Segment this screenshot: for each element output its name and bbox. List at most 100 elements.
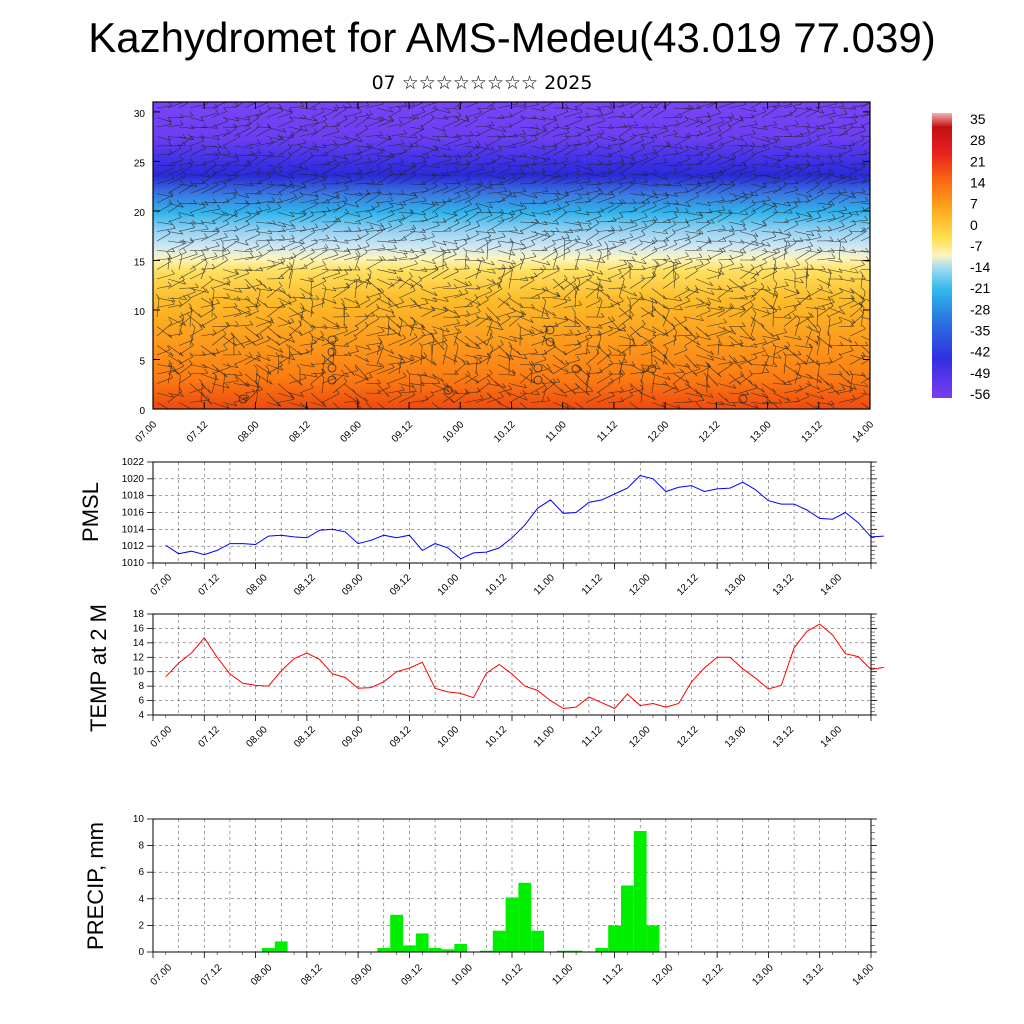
wind-barb <box>189 387 206 394</box>
wind-barb-flag <box>213 198 217 203</box>
wind-barb <box>761 356 770 375</box>
wind-barb-flag <box>291 238 296 243</box>
wind-barb <box>541 198 560 204</box>
wind-barb-flag <box>335 191 340 196</box>
wind-barb-flag <box>600 129 605 134</box>
wind-barb-flag <box>226 321 231 327</box>
wind-barb <box>354 114 373 118</box>
wind-barb <box>420 354 437 366</box>
wind-barb-flag <box>590 169 594 174</box>
wind-barb-flag <box>258 206 262 212</box>
wind-barb-flag <box>725 398 729 403</box>
wind-barb <box>442 196 461 204</box>
wind-barb-flag <box>257 287 261 292</box>
wind-barb <box>178 212 194 217</box>
wind-barb-flag <box>729 254 733 260</box>
x-tick-label: 12.00 <box>627 724 653 750</box>
precip-bar <box>505 897 519 952</box>
wind-barb <box>167 297 187 300</box>
wind-barb <box>772 373 787 385</box>
wind-barb <box>651 130 669 137</box>
wind-barb-flag <box>558 173 562 178</box>
wind-barb <box>508 392 528 401</box>
wind-barb <box>398 136 418 139</box>
wind-barb-flag <box>477 344 481 349</box>
wind-barb <box>211 153 231 156</box>
wind-barb-flag <box>742 191 746 196</box>
wind-barb-flag <box>557 203 561 209</box>
y-tick-label: 4 <box>138 894 144 905</box>
wind-barb-flag <box>178 387 183 392</box>
wind-barb <box>387 297 399 309</box>
wind-barb <box>838 193 856 199</box>
wind-barb-flag <box>535 218 540 224</box>
wind-barb-flag <box>828 181 833 186</box>
wind-barb <box>860 345 870 354</box>
wind-barb <box>266 249 286 251</box>
wind-barb <box>266 207 281 213</box>
wind-barb <box>717 402 736 407</box>
wind-barb <box>431 285 451 289</box>
wind-barb-flag <box>788 380 792 385</box>
wind-barb <box>596 352 612 365</box>
wind-barb-flag <box>541 167 546 172</box>
wind-barb-flag <box>189 180 194 185</box>
wind-barb <box>387 395 402 403</box>
wind-barb-flag <box>213 252 218 257</box>
wind-barb <box>860 202 870 204</box>
wind-barb <box>717 233 735 242</box>
wind-barb-flag <box>731 135 736 140</box>
wind-barb-flag <box>598 131 602 136</box>
wind-barb <box>508 231 524 235</box>
wind-barb <box>222 155 239 159</box>
wind-barb <box>728 148 743 156</box>
wind-barb-flag <box>626 260 631 265</box>
wind-barb-flag <box>178 213 182 218</box>
wind-barb-flag <box>259 385 263 390</box>
wind-barb-flag <box>477 182 482 187</box>
wind-barb-flag <box>457 181 461 186</box>
wind-barb-flag <box>874 299 877 303</box>
wind-barb <box>750 307 770 314</box>
wind-barb <box>805 107 825 114</box>
wind-barb-flag <box>331 348 336 353</box>
wind-barb-flag <box>511 156 516 161</box>
wind-barb <box>365 392 381 394</box>
wind-barb <box>442 332 462 337</box>
wind-barb <box>651 108 667 118</box>
wind-barb-flag <box>355 396 359 402</box>
wind-barb <box>387 202 407 206</box>
wind-barb <box>387 316 401 329</box>
wind-barb <box>783 110 797 118</box>
wind-barb-flag <box>474 294 478 299</box>
wind-barb <box>321 220 339 232</box>
wind-barb <box>684 368 701 375</box>
wind-barb-flag <box>340 298 345 303</box>
wind-barb-flag <box>203 254 207 260</box>
wind-barb-flag <box>522 243 527 248</box>
wind-barb-flag <box>331 340 335 345</box>
wind-barb <box>376 326 392 330</box>
wind-barb <box>453 345 459 365</box>
wind-barb <box>398 104 415 109</box>
wind-barb <box>739 169 757 175</box>
wind-barb-flag <box>475 370 479 376</box>
wind-barb <box>607 136 623 141</box>
wind-barb-flag <box>179 229 184 235</box>
wind-barb-flag <box>343 377 348 382</box>
wind-barb <box>717 288 734 293</box>
wind-barb <box>508 393 526 403</box>
wind-barb-flag <box>301 293 306 298</box>
wind-barb-flag <box>320 336 325 342</box>
wind-barb <box>541 382 556 394</box>
wind-barb-flag <box>586 125 591 130</box>
wind-barb-flag <box>794 163 799 169</box>
wind-barb <box>838 178 853 185</box>
wind-barb <box>486 281 502 289</box>
wind-barb-flag <box>772 256 776 262</box>
wind-barb <box>376 278 394 287</box>
wind-barb <box>574 212 590 216</box>
wind-barb-flag <box>639 291 643 297</box>
wind-barb-flag <box>707 306 711 311</box>
wind-barb <box>739 107 757 112</box>
